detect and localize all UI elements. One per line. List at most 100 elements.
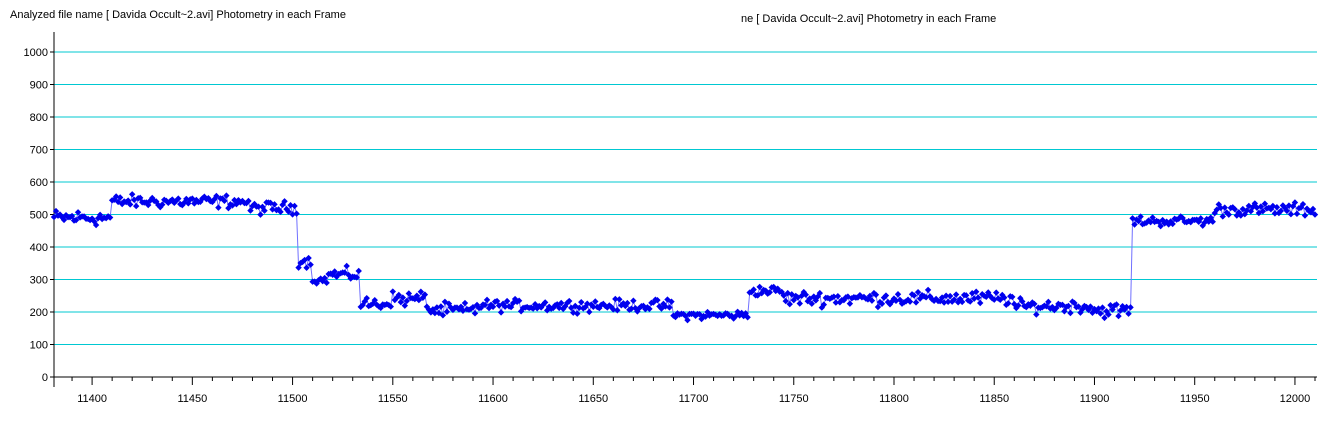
data-point bbox=[545, 303, 553, 311]
data-point bbox=[1277, 207, 1285, 215]
data-point bbox=[1199, 222, 1206, 229]
data-point bbox=[1257, 203, 1265, 210]
data-point bbox=[782, 297, 789, 305]
data-point bbox=[580, 305, 587, 312]
data-point bbox=[770, 283, 777, 291]
data-point bbox=[1149, 214, 1156, 221]
data-point bbox=[568, 304, 575, 312]
data-point bbox=[995, 295, 1002, 302]
y-tick-label: 500 bbox=[30, 210, 48, 222]
x-tick-label: 11500 bbox=[278, 393, 308, 405]
data-point bbox=[1201, 219, 1208, 226]
data-point bbox=[1209, 218, 1216, 225]
data-point bbox=[610, 306, 617, 313]
data-point bbox=[211, 196, 218, 203]
data-point bbox=[628, 305, 635, 312]
data-point bbox=[1177, 213, 1184, 220]
data-point bbox=[846, 300, 854, 307]
data-point bbox=[1155, 218, 1162, 226]
data-point bbox=[730, 315, 737, 322]
data-point bbox=[1163, 218, 1170, 225]
data-point bbox=[1309, 205, 1317, 213]
data-point bbox=[602, 302, 609, 310]
data-point bbox=[387, 303, 394, 310]
data-point bbox=[788, 291, 795, 298]
data-point bbox=[96, 211, 104, 219]
data-point bbox=[74, 209, 82, 216]
data-point bbox=[1125, 310, 1132, 317]
x-axis-ticks: 11400 11450 11500 11550 11600 11650 11700 11750… bbox=[71, 377, 1316, 405]
data-point bbox=[511, 295, 519, 303]
data-point bbox=[562, 303, 569, 310]
data-point bbox=[295, 264, 302, 271]
data-point bbox=[371, 296, 378, 304]
data-point bbox=[1187, 218, 1194, 226]
data-point bbox=[1005, 300, 1012, 307]
data-point bbox=[997, 296, 1004, 303]
data-point bbox=[1299, 200, 1307, 208]
data-point bbox=[481, 301, 489, 309]
y-tick-label: 600 bbox=[30, 177, 48, 189]
data-point bbox=[1275, 209, 1283, 217]
data-point bbox=[213, 192, 220, 200]
data-point bbox=[566, 297, 573, 305]
data-point bbox=[307, 261, 314, 268]
data-point bbox=[584, 300, 591, 307]
data-point bbox=[293, 210, 300, 217]
data-point bbox=[728, 312, 735, 319]
data-point bbox=[985, 289, 992, 296]
data-point bbox=[269, 206, 276, 213]
data-point bbox=[1045, 298, 1052, 306]
data-point bbox=[970, 295, 978, 302]
data-point bbox=[245, 197, 252, 205]
data-point bbox=[215, 204, 222, 211]
chart-title-right: ne [ Davida Occult~2.avi] Photometry in … bbox=[741, 13, 997, 25]
data-point bbox=[287, 202, 294, 209]
data-point bbox=[818, 304, 826, 311]
data-point bbox=[1291, 199, 1299, 206]
data-point bbox=[72, 216, 80, 224]
data-point bbox=[808, 300, 815, 307]
data-point bbox=[790, 296, 797, 304]
data-point bbox=[798, 292, 805, 299]
data-point bbox=[1087, 303, 1094, 310]
data-point bbox=[60, 216, 68, 224]
data-point bbox=[285, 208, 292, 215]
data-point bbox=[289, 211, 296, 218]
data-point bbox=[1197, 215, 1204, 222]
data-point bbox=[630, 297, 637, 304]
data-point bbox=[291, 202, 298, 210]
data-point bbox=[794, 294, 801, 301]
data-point bbox=[812, 297, 820, 304]
data-point bbox=[221, 197, 228, 205]
data-point bbox=[1019, 298, 1026, 305]
data-point bbox=[1271, 210, 1279, 217]
data-point bbox=[223, 192, 230, 199]
data-point bbox=[355, 267, 362, 275]
data-point bbox=[756, 283, 763, 291]
data-point bbox=[744, 314, 751, 321]
data-point bbox=[493, 297, 501, 305]
data-point bbox=[261, 207, 268, 214]
data-point bbox=[1107, 301, 1114, 309]
x-tick-label: 11550 bbox=[378, 393, 408, 405]
data-point bbox=[1065, 302, 1072, 310]
y-tick-label: 300 bbox=[30, 275, 48, 287]
x-tick-label: 11600 bbox=[478, 393, 508, 405]
data-point bbox=[507, 303, 515, 311]
data-point bbox=[1261, 200, 1269, 207]
data-point bbox=[1017, 295, 1024, 302]
data-point bbox=[1165, 221, 1172, 228]
data-point bbox=[52, 207, 60, 215]
data-point bbox=[417, 288, 425, 295]
data-point bbox=[116, 194, 124, 201]
data-point bbox=[1067, 309, 1074, 317]
data-point bbox=[92, 221, 100, 229]
data-point bbox=[128, 191, 136, 198]
data-point bbox=[461, 299, 469, 307]
data-point bbox=[155, 201, 162, 209]
x-tick-label: 11450 bbox=[177, 393, 207, 405]
data-point bbox=[1205, 218, 1212, 225]
data-point bbox=[1101, 314, 1108, 322]
data-point bbox=[574, 310, 581, 317]
